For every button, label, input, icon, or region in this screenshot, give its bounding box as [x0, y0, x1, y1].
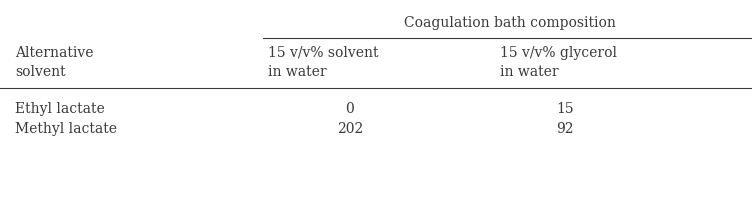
Text: solvent: solvent [15, 65, 65, 79]
Text: Alternative: Alternative [15, 46, 93, 60]
Text: 15 v/v% glycerol: 15 v/v% glycerol [500, 46, 617, 60]
Text: 92: 92 [556, 122, 574, 136]
Text: 15 v/v% solvent: 15 v/v% solvent [268, 46, 378, 60]
Text: Methyl lactate: Methyl lactate [15, 122, 117, 136]
Text: in water: in water [500, 65, 559, 79]
Text: 0: 0 [346, 102, 354, 116]
Text: Ethyl lactate: Ethyl lactate [15, 102, 105, 116]
Text: in water: in water [268, 65, 326, 79]
Text: 15: 15 [556, 102, 574, 116]
Text: Coagulation bath composition: Coagulation bath composition [404, 16, 616, 30]
Text: 202: 202 [337, 122, 363, 136]
